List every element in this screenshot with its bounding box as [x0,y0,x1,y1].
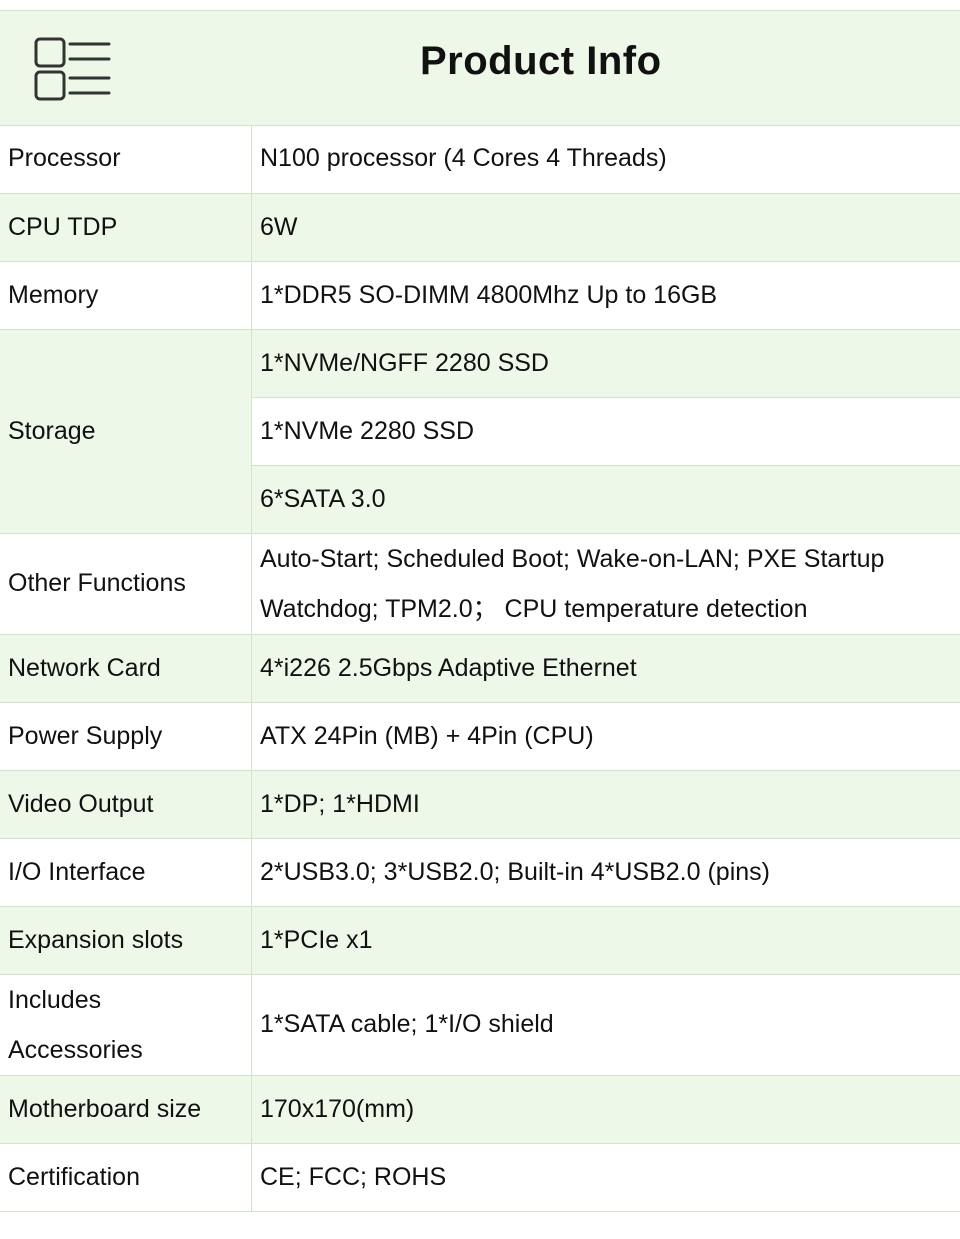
row-value: 6W [251,193,960,262]
list-icon [34,37,111,101]
table-row: Storage 1*NVMe/NGFF 2280 SSD [0,329,960,534]
row-value: 1*SATA cable; 1*I/O shield [251,974,960,1076]
row-value: 1*PCIe x1 [251,906,960,975]
table-row: Other Functions Auto-Start; Scheduled Boo… [0,533,960,635]
row-value: CE; FCC; ROHS [251,1143,960,1212]
row-label: Network Card [0,634,252,703]
table-row: Certification CE; FCC; ROHS [0,1143,960,1212]
table-row: Includes Accessories 1*SATA cable; 1*I/O s… [0,974,960,1076]
value-line: Watchdog; TPM2.0； CPU temperature detect… [260,594,808,623]
row-value: 2*USB3.0; 3*USB2.0; Built-in 4*USB2.0 (p… [251,838,960,907]
table-row: Video Output 1*DP; 1*HDMI [0,770,960,839]
table-row: Memory 1*DDR5 SO-DIMM 4800Mhz Up to 16GB [0,261,960,330]
table-row: Expansion slots 1*PCIe x1 [0,906,960,975]
row-label: Power Supply [0,702,252,771]
table-row: Network Card 4*i226 2.5Gbps Adaptive Ethe… [0,634,960,703]
row-label: Memory [0,261,252,330]
row-value: 1*DDR5 SO-DIMM 4800Mhz Up to 16GB [251,261,960,330]
row-label: Certification [0,1143,252,1212]
table-row: I/O Interface 2*USB3.0; 3*USB2.0; Built-i… [0,838,960,907]
row-value: 1*NVMe/NGFF 2280 SSD [251,329,960,398]
table-row: Motherboard size 170x170(mm) [0,1075,960,1144]
table-header: Product Info [0,10,960,126]
row-value: 170x170(mm) [251,1075,960,1144]
table-row: Processor N100 processor (4 Cores 4 Threa… [0,125,960,194]
row-label: Includes Accessories [0,974,252,1076]
row-label: Processor [0,125,252,194]
row-value: N100 processor (4 Cores 4 Threads) [251,125,960,194]
table-row: CPU TDP 6W [0,193,960,262]
table-row: 1*NVMe 2280 SSD [0,397,960,466]
value-line: Auto-Start; Scheduled Boot; Wake-on-LAN;… [260,544,885,573]
table-row: 6*SATA 3.0 [0,465,960,534]
row-label: CPU TDP [0,193,252,262]
page-title: Product Info [420,39,662,83]
label-line: Accessories [8,1035,143,1064]
row-value: 1*DP; 1*HDMI [251,770,960,839]
row-label: Expansion slots [0,906,252,975]
row-label: Motherboard size [0,1075,252,1144]
row-value: 6*SATA 3.0 [251,465,960,534]
table-row: Power Supply ATX 24Pin (MB) + 4Pin (CPU) [0,702,960,771]
spec-table: Processor N100 processor (4 Cores 4 Threa… [0,125,960,1212]
row-label: I/O Interface [0,838,252,907]
row-value: 4*i226 2.5Gbps Adaptive Ethernet [251,634,960,703]
row-value: Auto-Start; Scheduled Boot; Wake-on-LAN;… [251,533,960,635]
row-label: Storage [0,329,252,534]
row-label: Video Output [0,770,252,839]
row-label: Other Functions [0,533,252,635]
label-line: Includes [8,985,102,1014]
row-value: ATX 24Pin (MB) + 4Pin (CPU) [251,702,960,771]
row-value: 1*NVMe 2280 SSD [251,397,960,466]
